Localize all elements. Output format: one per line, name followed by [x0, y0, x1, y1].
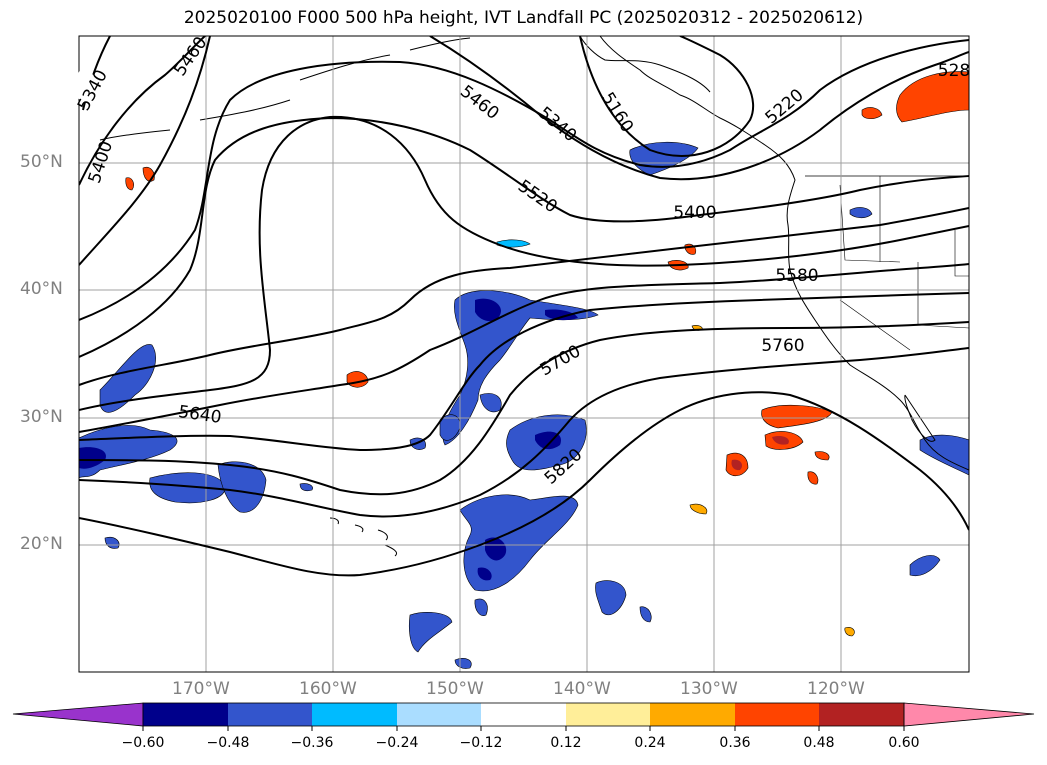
lon-label-130w: 130°W: [680, 679, 738, 699]
lon-label-140w: 140°W: [553, 679, 611, 699]
colorbar-segment: [312, 703, 397, 726]
positive-pc-area: [346, 371, 369, 388]
colorbar-segment: [481, 703, 566, 726]
negative-pc-area: [849, 207, 873, 219]
page-title: 2025020100 F000 500 hPa height, IVT Land…: [183, 8, 864, 28]
positive-pc-area: [125, 177, 134, 191]
contour-label: 528: [938, 61, 970, 81]
lon-label-120w: 120°W: [807, 679, 865, 699]
contour-label: 5460: [456, 82, 502, 124]
hawaii-islands: [329, 517, 398, 557]
contour-line: [79, 115, 969, 411]
positive-pc-area: [772, 435, 789, 445]
negative-pc-area: [217, 461, 267, 513]
negative-pc-area: [459, 494, 579, 592]
colorbar-tick-label: 0.60: [888, 735, 920, 751]
positive-pc-area: [689, 503, 708, 515]
colorbar-segment: [397, 703, 481, 726]
contour-line: [79, 347, 969, 518]
colorbar-segment: [735, 703, 819, 726]
aleutian-islands: [99, 37, 471, 141]
colorbar-segment: [228, 703, 312, 726]
contour-line: [579, 36, 755, 157]
negative-pc-area: [639, 606, 652, 623]
colorbar: [12, 702, 1035, 731]
contour-line: [429, 36, 969, 181]
negative-pc-area: [479, 393, 502, 413]
height-contours: [79, 36, 969, 577]
contour-line: [79, 36, 206, 186]
contour-line: [79, 36, 211, 266]
negative-pc-area: [408, 612, 453, 653]
ivt-pc-shading: [79, 71, 969, 669]
negative-pc-area: [477, 567, 492, 581]
negative-pc-area: [919, 434, 969, 476]
positive-pc-area: [861, 107, 883, 120]
negative-pc-area: [475, 298, 501, 322]
lat-label-30n: 30°N: [20, 407, 63, 427]
lon-label-170w: 170°W: [172, 679, 230, 699]
positive-pc-area: [761, 404, 833, 429]
colorbar-segment: [566, 703, 650, 726]
positive-pc-area: [731, 459, 743, 471]
negative-pc-area: [545, 309, 578, 321]
positive-pc-area: [844, 627, 855, 637]
negative-pc-area: [442, 290, 599, 446]
contour-line: [79, 321, 969, 496]
colorbar-tick-label: −0.60: [121, 735, 165, 751]
negative-pc-area: [299, 483, 313, 492]
contour-labels: 5340 5460 5400 5460 5340 5160 5220 528 5…: [67, 33, 970, 489]
positive-pc-area: [142, 167, 155, 182]
colorbar-extend-low: [12, 702, 144, 727]
north-america-coastline: [599, 36, 969, 471]
alaska-coast: [579, 36, 711, 93]
negative-pc-area: [79, 447, 106, 469]
colorbar-tick-label: 0.24: [634, 735, 666, 751]
colorbar-tick-label: −0.24: [375, 735, 419, 751]
negative-pc-area: [454, 658, 472, 669]
contour-label: 5400: [85, 139, 117, 186]
contour-label: 5760: [761, 336, 804, 356]
negative-pc-area: [485, 537, 507, 561]
negative-pc-area: [104, 537, 120, 549]
gridlines: [79, 36, 969, 672]
contour-line: [79, 292, 969, 452]
colorbar-extend-high: [903, 702, 1035, 727]
negative-pc-area: [474, 598, 488, 616]
colorbar-segment: [650, 703, 735, 726]
lat-label-20n: 20°N: [20, 534, 63, 554]
contour-label: 5400: [673, 203, 716, 223]
negative-pc-area: [99, 344, 156, 413]
contour-line: [79, 263, 969, 433]
contour-line: [79, 116, 969, 358]
lat-label-50n: 50°N: [20, 152, 63, 172]
colorbar-tick-label: 0.48: [803, 735, 835, 751]
colorbar-tick-label: 0.36: [719, 735, 751, 751]
contour-line: [79, 39, 969, 321]
colorbar-tick-label: −0.48: [206, 735, 250, 751]
positive-pc-area: [814, 451, 830, 461]
negative-pc-area: [629, 141, 699, 176]
negative-pc-area: [535, 431, 561, 450]
positive-pc-area: [896, 71, 969, 123]
negative-pc-area: [595, 580, 627, 616]
contour-label: 5160: [597, 89, 637, 136]
positive-pc-area: [807, 471, 819, 485]
colorbar-segment: [819, 703, 904, 726]
contour-line: [79, 207, 969, 386]
contour-label: 5520: [514, 176, 561, 217]
lon-label-150w: 150°W: [426, 679, 484, 699]
colorbar-tick-label: −0.12: [459, 735, 503, 751]
contour-label: 5700: [537, 341, 584, 380]
contour-line: [79, 391, 969, 577]
lat-label-40n: 40°N: [20, 279, 63, 299]
map-frame: [78, 35, 970, 673]
colorbar-segment: [143, 703, 228, 726]
negative-pc-area: [909, 555, 941, 577]
contour-label: 5580: [775, 266, 818, 286]
colorbar-tick-label: −0.36: [290, 735, 334, 751]
lon-label-160w: 160°W: [299, 679, 357, 699]
colorbar-tick-label: 0.12: [550, 735, 582, 751]
